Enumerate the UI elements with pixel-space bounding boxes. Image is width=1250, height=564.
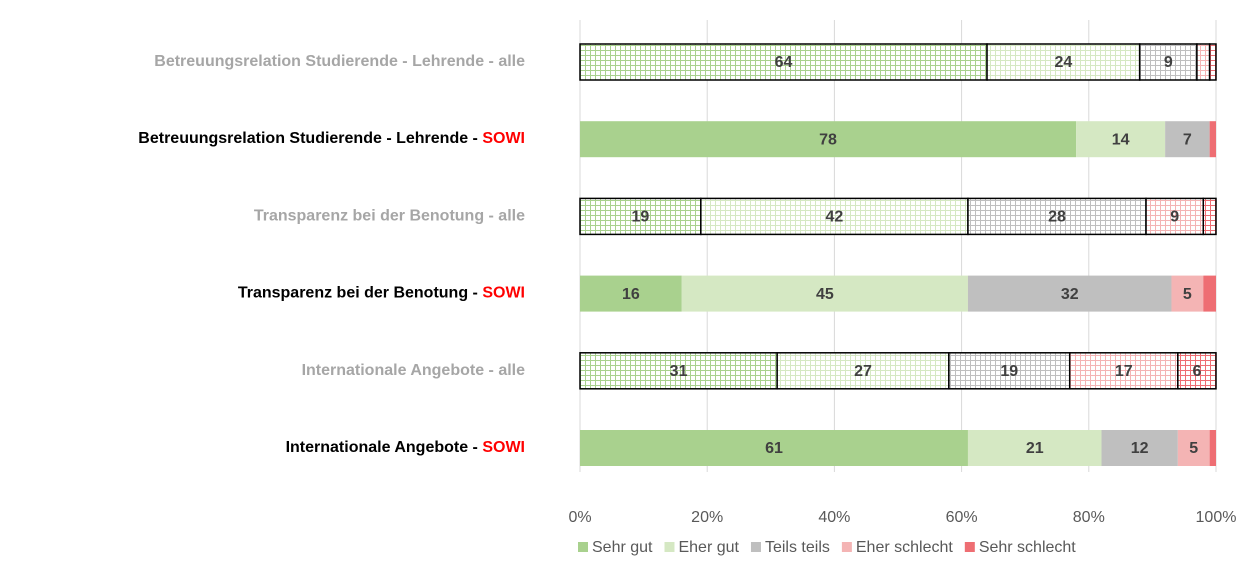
bar-segment [579,352,778,390]
bar-segment [580,430,968,466]
bar-segment [1165,121,1210,158]
bar-segment [1196,43,1211,81]
x-tick-label: 80% [1073,509,1105,526]
bar-segment [579,197,702,236]
bar-segment [1171,275,1204,312]
value-label: 78 [819,131,837,148]
value-label: 9 [1170,209,1179,226]
value-label: 61 [765,440,783,457]
value-label: 19 [632,209,650,226]
x-tick-label: 60% [946,509,978,526]
value-label: 12 [1131,440,1149,457]
bar-segment [681,275,968,312]
bar-segment [700,197,969,236]
bar-segment [776,352,950,390]
bar-segment [1209,430,1216,466]
legend-label: Eher schlecht [856,539,953,556]
value-label: 7 [1183,131,1192,148]
value-label: 64 [775,54,793,71]
bar-segment [1177,430,1210,466]
x-tick-label: 40% [818,509,850,526]
legend-swatch [578,542,588,552]
category-label: Internationale Angebote - SOWI [286,439,525,456]
category-label: Betreuungsrelation Studierende - Lehrend… [154,53,525,70]
value-label: 16 [622,286,640,303]
value-label: 6 [1192,363,1201,380]
value-label: 5 [1189,440,1198,457]
bar-segment [967,197,1147,236]
bar-segment [1208,43,1217,81]
category-label: Transparenz bei der Benotung - alle [254,208,525,225]
bar-segment [1202,197,1217,236]
legend-swatch [841,542,852,552]
bar-segment [1203,275,1216,312]
bar-segment [1068,352,1179,390]
legend-label: Sehr schlecht [979,539,1076,556]
legend-label: Sehr gut [592,539,653,556]
legend-swatch [750,542,761,552]
bar-segment [1076,121,1166,158]
bar-segment [1145,197,1205,236]
category-label: Transparenz bei der Benotung - SOWI [238,285,525,302]
category-label: Betreuungsrelation Studierende - Lehrend… [138,130,525,147]
value-label: 45 [816,286,834,303]
value-label: 28 [1048,209,1066,226]
x-tick-label: 0% [568,509,591,526]
legend-label: Eher gut [678,539,739,556]
value-label: 17 [1115,363,1133,380]
bar-segment [948,352,1071,390]
value-label: 24 [1054,54,1072,71]
value-label: 5 [1183,286,1192,303]
legend-label: Teils teils [765,539,830,556]
value-label: 27 [854,363,872,380]
value-label: 42 [826,209,844,226]
legend-swatch [664,542,675,552]
bar-segment [580,121,1077,158]
value-label: 14 [1112,131,1130,148]
bar-segment [967,275,1172,312]
value-label: 19 [1000,363,1018,380]
value-label: 31 [670,363,688,380]
value-label: 21 [1026,440,1044,457]
bar-segment [579,43,988,81]
category-label: Internationale Angebote - alle [302,362,526,379]
bar-segment [1177,352,1217,390]
bar-segment [1209,121,1216,158]
bar-segment [580,275,682,312]
value-label: 9 [1164,54,1173,71]
x-tick-label: 100% [1196,509,1237,526]
legend-swatch [964,542,975,552]
value-label: 32 [1061,286,1079,303]
bar-segment [967,430,1102,466]
bar-segment [1101,430,1178,466]
x-tick-label: 20% [691,509,723,526]
